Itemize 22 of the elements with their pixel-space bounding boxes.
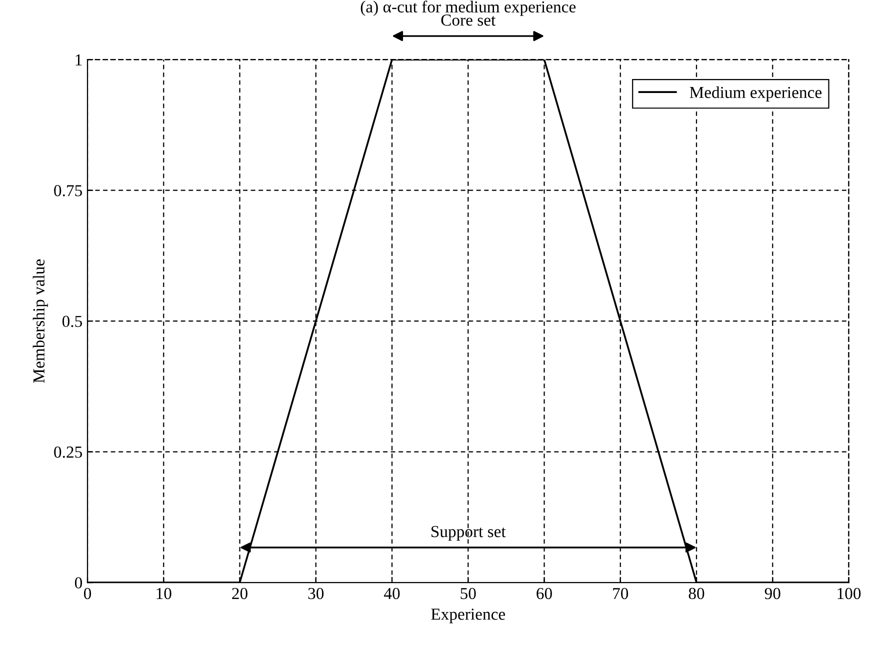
x-axis-title: Experience: [431, 608, 506, 624]
x-tick-label: 20: [232, 588, 248, 600]
x-tick-label: 50: [460, 588, 476, 600]
x-tick-label: 40: [384, 588, 400, 600]
legend-label: Medium experience: [690, 86, 822, 102]
y-tick-label: 1: [76, 54, 82, 66]
x-tick-label: 100: [838, 588, 861, 600]
y-axis-title: Membership value: [32, 259, 48, 383]
x-tick-label: 60: [536, 588, 552, 600]
chart-title: (a) α-cut for medium experience: [360, 0, 576, 16]
x-tick-label: 80: [688, 588, 704, 600]
x-tick-label: 90: [764, 588, 780, 600]
x-tick-label: 70: [613, 588, 628, 600]
x-tick-label: 0: [84, 588, 92, 600]
y-tick-label: 0: [74, 577, 82, 589]
text: Core set: [441, 14, 496, 26]
x-tick-label: 30: [308, 588, 324, 600]
y-tick-label: 0.25: [54, 446, 82, 458]
annotation: Support set: [432, 526, 506, 541]
y-tick-label: 0.75: [54, 185, 82, 196]
y-tick-label: 0.5: [62, 316, 82, 328]
x-tick-label: 10: [156, 588, 172, 600]
